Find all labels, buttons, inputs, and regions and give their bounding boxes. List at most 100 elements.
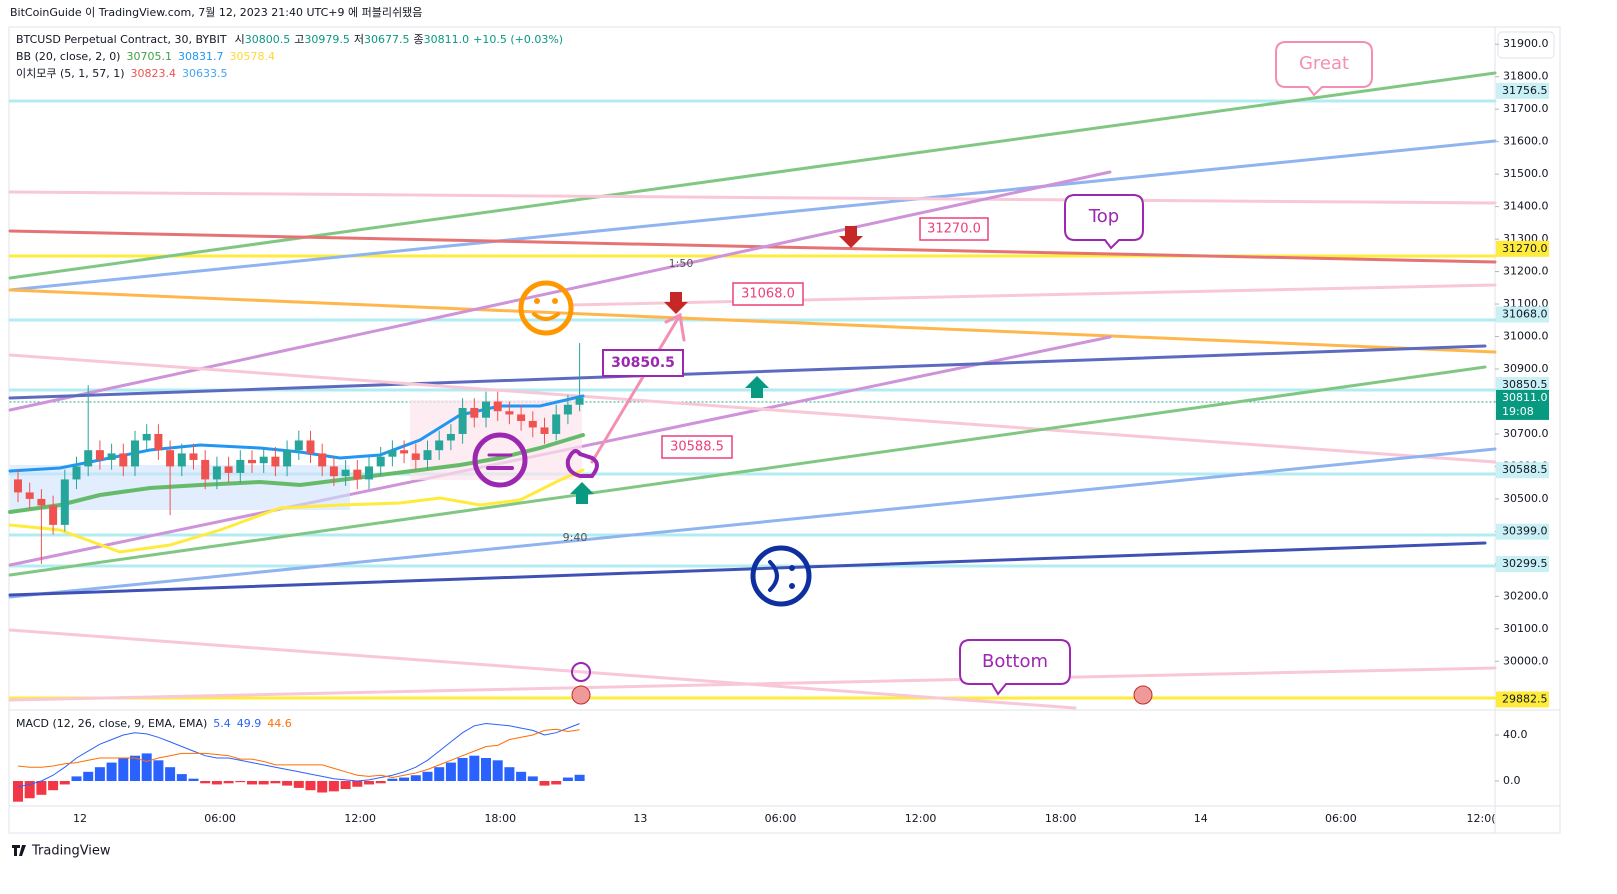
y-tick-label: 30200.0: [1503, 589, 1549, 602]
legend: BTCUSD Perpetual Contract, 30, BYBIT 시308…: [16, 33, 563, 46]
x-tick-label: 14: [1194, 812, 1208, 825]
candle-body: [306, 440, 315, 454]
candle-body: [177, 453, 186, 467]
settings-button[interactable]: [1497, 31, 1555, 59]
price-box: [602, 349, 684, 377]
bb-value: 30705.1: [126, 50, 172, 63]
x-tick-label: 12:00: [344, 812, 376, 825]
price-box-text: 31068.0: [741, 287, 795, 302]
histogram-bar: [94, 767, 105, 781]
price-box-text: 31270.0: [927, 222, 981, 237]
price-box-text: 30850.5: [611, 355, 675, 371]
histogram-bar: [445, 762, 456, 781]
candle-body: [458, 407, 467, 434]
histogram-bar: [153, 760, 164, 781]
histogram-bar: [130, 755, 140, 781]
macd-value: 44.6: [267, 717, 292, 730]
histogram-bar: [258, 781, 269, 785]
smile: [518, 280, 574, 336]
bb: BB (20, close, 2, 0): [16, 50, 120, 63]
candle-body: [563, 404, 572, 415]
ohlc-value: 30811.0: [424, 33, 470, 46]
callout: [959, 639, 1071, 696]
histogram-bar: [562, 777, 573, 781]
ohlc-label: 종: [414, 33, 424, 46]
trendline: [8, 71, 1497, 280]
trendline: [8, 344, 1487, 400]
candle-body: [411, 453, 420, 460]
histogram-bar: [340, 781, 351, 790]
ichi-value: 30633.5: [182, 67, 228, 80]
price-label: 31270.0: [1502, 242, 1548, 255]
event-icon: [1133, 685, 1153, 705]
candle-body: [470, 407, 479, 418]
candle-body: [271, 456, 280, 467]
candle-body: [60, 479, 69, 525]
histogram-bar: [527, 776, 538, 781]
candle-body: [189, 453, 198, 460]
x-tick-label: 12:0(: [1467, 812, 1496, 825]
histogram-bar: [282, 781, 293, 786]
ohlc-value: 30979.5: [304, 33, 350, 46]
histogram-bar: [317, 781, 328, 793]
drawings: [8, 41, 1497, 710]
hand: [565, 449, 599, 478]
callout: [1064, 194, 1144, 250]
candle-body: [259, 456, 268, 464]
candle-body: [14, 479, 22, 493]
histogram-bar: [59, 781, 70, 785]
eye: [789, 583, 795, 589]
y-tick-label: 30000.0: [1503, 654, 1549, 667]
macd-value: 5.4: [213, 717, 231, 730]
x-tick-label: 13: [633, 812, 647, 825]
y-tick-label: 31800.0: [1503, 70, 1549, 83]
histogram-bar: [141, 753, 152, 781]
countdown: 19:08: [1502, 405, 1534, 418]
candle-body: [552, 414, 561, 434]
ohlc-label: 저: [354, 33, 364, 46]
histogram-bar: [539, 781, 550, 786]
arrow: [590, 313, 682, 464]
price-label-bg: [1496, 306, 1549, 323]
candle-body: [318, 453, 327, 467]
candle-body: [95, 450, 104, 460]
brand: TradingView: [31, 844, 111, 859]
macd-value: 49.9: [237, 717, 262, 730]
publisher: BitCoinGuide 이 TradingView.com, 7월 12, 2…: [10, 6, 422, 19]
mouth: [532, 312, 560, 321]
candle-body: [376, 456, 385, 467]
candle-body: [248, 459, 256, 464]
price-box: [661, 435, 733, 459]
candle-body: [131, 440, 139, 467]
price-label: 30811.0: [1502, 391, 1548, 404]
histogram-bar: [176, 774, 187, 781]
x-tick-label: 06:00: [204, 812, 236, 825]
histogram-bar: [457, 758, 468, 781]
candle-body: [540, 427, 549, 434]
x-tick-label: 12:00: [905, 812, 937, 825]
candle-body: [142, 433, 151, 441]
histogram-bar: [305, 781, 316, 791]
trendline: [8, 365, 1487, 577]
x-tick-label: 06:00: [765, 812, 797, 825]
histogram-bar: [504, 767, 515, 781]
time-note: 9:40: [563, 531, 588, 544]
candle-body: [341, 469, 350, 477]
x-tick-label: 18:00: [484, 812, 516, 825]
candle-body: [212, 466, 221, 480]
histogram-bar: [188, 778, 199, 781]
y-tick-label: 31200.0: [1503, 265, 1549, 278]
symbol: BTCUSD Perpetual Contract, 30, BYBIT: [16, 33, 227, 46]
price-label-bg: [1496, 82, 1549, 99]
candle-body: [166, 450, 175, 467]
callout-text: Great: [1299, 53, 1349, 74]
bb-value: 30831.7: [178, 50, 224, 63]
histogram-bar: [364, 781, 374, 785]
time-note: 1:50: [669, 257, 694, 270]
histogram-bar: [399, 777, 410, 781]
callout: [1275, 41, 1373, 97]
trendline: [568, 283, 1497, 307]
candle-body: [37, 498, 46, 506]
histogram-bar: [375, 781, 386, 784]
